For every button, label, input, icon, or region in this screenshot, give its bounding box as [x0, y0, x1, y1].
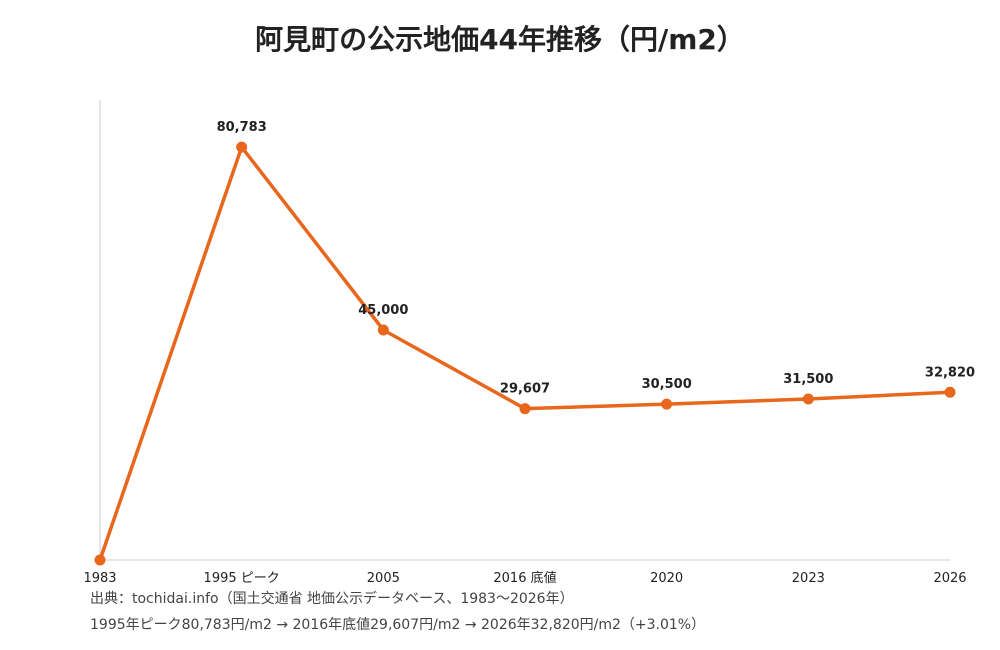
data-label: 30,500: [642, 377, 692, 392]
x-tick-label: 1995 ピーク: [204, 571, 280, 586]
x-tick-labels: 1983 1995 ピーク 2005 2016 底値 2020 2023 2026: [83, 570, 966, 586]
data-points: [94, 141, 956, 566]
data-point: [94, 554, 106, 566]
data-label: 45,000: [358, 303, 408, 318]
chart-title: 阿見町の公示地価44年推移（円/m2）: [255, 23, 745, 56]
x-tick-label: 2016 底値: [493, 570, 556, 586]
data-point: [236, 141, 248, 153]
data-labels: 80,783 45,000 29,607 30,500 31,500 32,820: [217, 120, 976, 397]
x-tick-label: 2023: [792, 571, 825, 586]
data-label: 80,783: [217, 120, 267, 135]
summary-note: 1995年ピーク80,783円/m2 → 2016年底値29,607円/m2 →…: [90, 617, 706, 633]
x-tick-label: 2005: [367, 571, 400, 586]
data-label: 31,500: [783, 372, 833, 387]
x-tick-label: 2026: [933, 571, 966, 586]
series-line: [98, 145, 952, 562]
data-point: [519, 403, 531, 415]
data-point: [802, 393, 814, 405]
data-point: [377, 324, 389, 336]
data-point: [661, 398, 673, 410]
data-point: [944, 386, 956, 398]
x-tick-label: 1983: [83, 571, 116, 586]
data-label: 32,820: [925, 365, 975, 380]
data-label: 29,607: [500, 382, 550, 397]
source-note: 出典：tochidai.info（国土交通省 地価公示データベース、1983〜2…: [90, 591, 574, 607]
x-tick-label: 2020: [650, 571, 683, 586]
